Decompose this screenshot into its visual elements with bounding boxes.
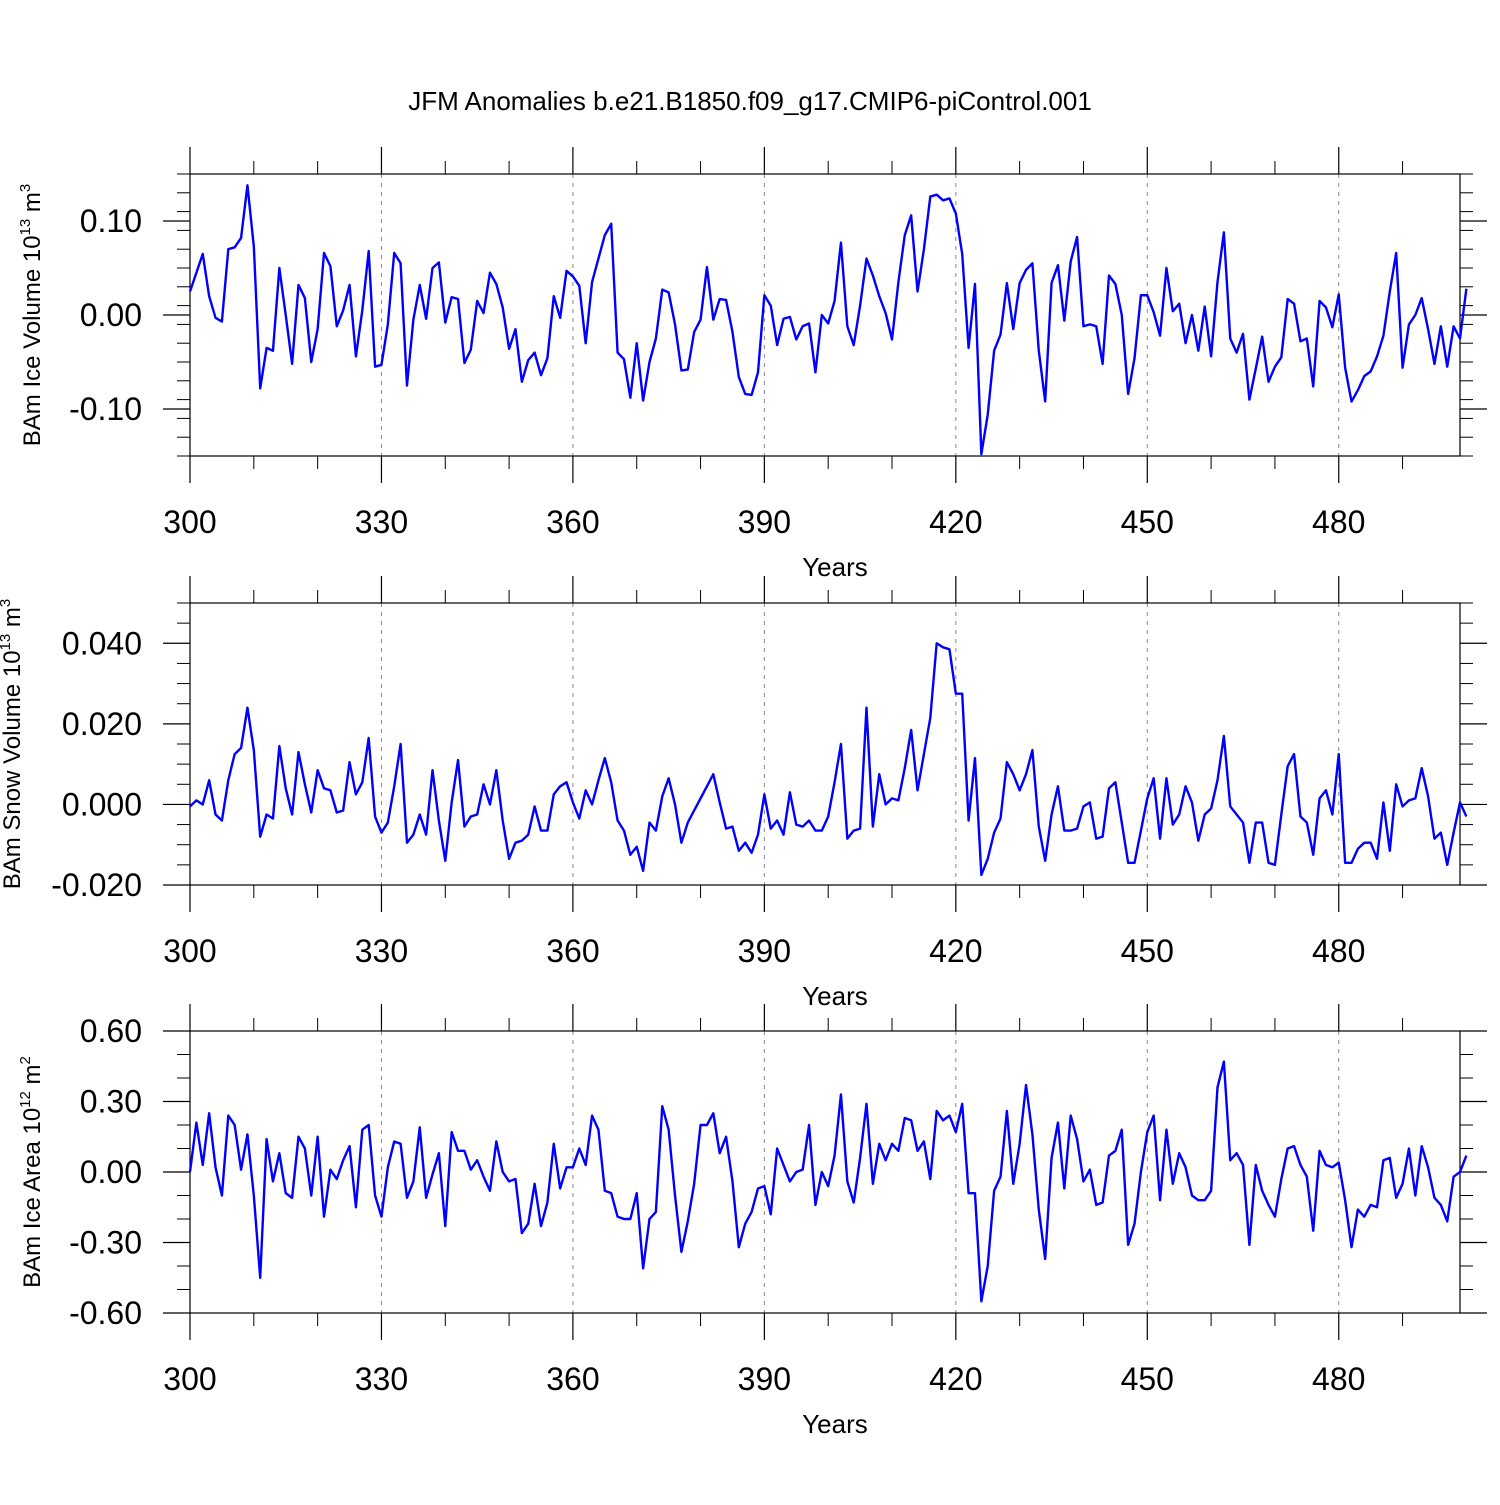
y-tick-label: 0.020 <box>62 706 142 742</box>
x-tick-label: 390 <box>738 1361 791 1397</box>
y-tick-label: -0.10 <box>69 391 142 427</box>
y-axis-label-unit-exponent: 2 <box>17 1056 34 1064</box>
y-axis-label-unit: m <box>0 607 26 634</box>
x-axis-label: Years <box>802 1409 868 1439</box>
x-tick-label: 450 <box>1121 1361 1174 1397</box>
y-axis-label-unit-exponent: 3 <box>17 184 34 192</box>
x-tick-label: 360 <box>546 1361 599 1397</box>
y-axis-label: BAm Snow Volume 1013 m3 <box>0 599 26 890</box>
y-tick-label: -0.30 <box>69 1225 142 1261</box>
y-tick-label: 0.30 <box>80 1084 142 1120</box>
x-tick-label: 420 <box>929 933 982 969</box>
x-tick-label: 300 <box>163 933 216 969</box>
x-tick-label: 360 <box>546 504 599 540</box>
x-tick-label: 480 <box>1312 1361 1365 1397</box>
x-tick-label: 480 <box>1312 933 1365 969</box>
x-tick-label: 450 <box>1121 504 1174 540</box>
series-line <box>188 184 1468 456</box>
x-tick-label: 330 <box>355 933 408 969</box>
y-axis-label-text: BAm Snow Volume 10 <box>0 650 26 889</box>
figure-title: JFM Anomalies b.e21.B1850.f09_g17.CMIP6-… <box>408 86 1092 116</box>
panel-1: 300 330 360 390 420 450 480 0.10 0.00 -0.10 Years B… <box>17 147 1487 582</box>
y-tick-label: -0.020 <box>51 867 142 903</box>
x-tick-label: 420 <box>929 1361 982 1397</box>
y-axis-label-exponent: 13 <box>0 634 14 651</box>
y-axis-label-text: BAm Ice Area 10 <box>19 1108 46 1288</box>
x-tick-label: 390 <box>738 504 791 540</box>
x-tick-label: 480 <box>1312 504 1365 540</box>
x-axis-label: Years <box>802 981 868 1011</box>
x-axis-label: Years <box>802 552 868 582</box>
y-axis-label: BAm Ice Area 1012 m2 <box>17 1056 46 1288</box>
y-axis-label-unit: m <box>19 192 46 219</box>
x-tick-label: 420 <box>929 504 982 540</box>
x-tick-label: 390 <box>738 933 791 969</box>
y-axis-label-text: BAm Ice Volume 10 <box>19 235 46 446</box>
y-axis-label-unit: m <box>19 1064 46 1091</box>
plot-frame <box>189 602 1461 886</box>
x-tick-label: 300 <box>163 504 216 540</box>
y-axis-label-unit-exponent: 3 <box>0 599 14 607</box>
x-tick-label: 450 <box>1121 933 1174 969</box>
y-tick-label: 0.00 <box>80 297 142 333</box>
panel-2: 300 330 360 390 420 450 480 0.040 0.020 0.000 -0.0… <box>0 576 1487 1011</box>
x-tick-label: 360 <box>546 933 599 969</box>
y-axis-label: BAm Ice Volume 1013 m3 <box>17 184 46 446</box>
y-tick-label: 0.60 <box>80 1013 142 1049</box>
y-tick-label: 0.040 <box>62 625 142 661</box>
panel-3: 300 330 360 390 420 450 480 0.60 0.30 0.00 -0.30 -0… <box>17 1004 1487 1439</box>
plot-frame <box>189 1030 1461 1314</box>
plot-frame <box>189 173 1461 457</box>
y-tick-label: 0.00 <box>80 1154 142 1190</box>
x-tick-label: 330 <box>355 1361 408 1397</box>
x-tick-label: 300 <box>163 1361 216 1397</box>
y-axis-label-exponent: 13 <box>17 219 34 236</box>
x-tick-label: 330 <box>355 504 408 540</box>
y-tick-label: 0.000 <box>62 786 142 822</box>
y-tick-label: -0.60 <box>69 1295 142 1331</box>
series-line <box>189 642 1468 877</box>
y-tick-label: 0.10 <box>80 203 142 239</box>
y-axis-label-exponent: 12 <box>17 1091 34 1108</box>
series-line <box>188 1060 1468 1303</box>
